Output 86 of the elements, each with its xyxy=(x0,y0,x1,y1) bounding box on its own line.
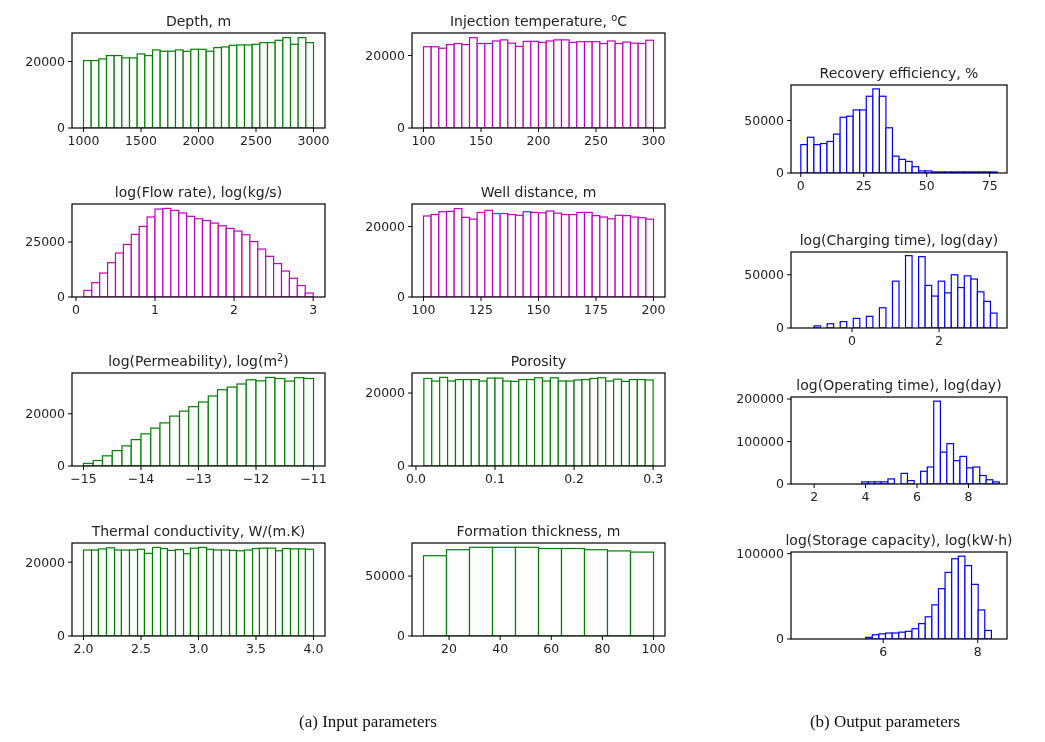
chart-title: log(Flow rate), log(kg/s) xyxy=(114,184,283,200)
y-tick-label: 0 xyxy=(397,458,406,474)
x-tick-label: 175 xyxy=(584,302,608,317)
x-tick-label: 3.5 xyxy=(246,641,266,656)
y-tick-label: 20000 xyxy=(25,53,66,69)
x-tick-label: 250 xyxy=(584,133,608,148)
chart-title: log(Operating time), log(day) xyxy=(796,377,1002,393)
y-tick-label: 0 xyxy=(57,289,66,305)
x-tick-label: 6 xyxy=(879,644,888,659)
x-tick-label: 3 xyxy=(309,302,318,317)
chart-title: Recovery efficiency, % xyxy=(819,65,979,81)
y-tick-label: 0 xyxy=(57,120,66,136)
x-tick-label: 8 xyxy=(964,489,973,504)
x-tick-label: −11 xyxy=(300,471,327,486)
x-tick-label: 2500 xyxy=(240,133,272,148)
y-tick-label: 200000 xyxy=(736,391,785,407)
y-tick-label: 0 xyxy=(776,320,785,336)
y-tick-label: 20000 xyxy=(25,554,66,570)
chart-title: log(Permeability), log(m$^{2}$) xyxy=(108,351,289,369)
x-tick-label: 100 xyxy=(411,133,436,148)
x-tick-label: 0 xyxy=(796,178,805,193)
x-tick-label: 4.0 xyxy=(303,641,324,656)
x-tick-label: 0.1 xyxy=(485,471,505,486)
x-tick-label: 2 xyxy=(935,333,944,348)
text: (a) Input parameters xyxy=(299,712,437,731)
x-tick-label: 0.0 xyxy=(406,471,426,486)
y-tick-label: 25000 xyxy=(25,234,66,250)
x-tick-label: −12 xyxy=(242,471,270,486)
x-tick-label: 2 xyxy=(810,489,819,504)
x-tick-label: 200 xyxy=(526,133,551,148)
x-tick-label: 0.2 xyxy=(564,471,585,486)
y-tick-label: 20000 xyxy=(25,406,66,422)
chart-title: Well distance, m xyxy=(480,184,597,200)
x-tick-label: 150 xyxy=(526,302,551,317)
y-tick-label: 0 xyxy=(57,458,66,474)
x-tick-label: 0.3 xyxy=(643,471,664,486)
y-tick-label: 0 xyxy=(397,120,406,136)
x-tick-label: −14 xyxy=(127,471,155,486)
x-tick-label: −13 xyxy=(185,471,212,486)
x-tick-label: 300 xyxy=(641,133,666,148)
x-tick-label: 1500 xyxy=(125,133,157,148)
x-tick-label: 20 xyxy=(441,641,458,656)
x-tick-label: 100 xyxy=(641,641,666,656)
x-tick-label: 80 xyxy=(594,641,611,656)
x-tick-label: 25 xyxy=(855,178,872,193)
text: (b) Output parameters xyxy=(809,712,961,731)
x-tick-label: 6 xyxy=(913,489,922,504)
y-tick-label: 50000 xyxy=(744,112,785,128)
x-tick-label: 150 xyxy=(469,133,493,148)
y-tick-label: 20000 xyxy=(365,47,406,63)
chart-title: Formation thickness, m xyxy=(456,523,621,539)
x-tick-label: 3000 xyxy=(297,133,330,148)
x-tick-label: 8 xyxy=(973,644,982,659)
chart-title: Depth, m xyxy=(165,13,232,29)
y-tick-label: 20000 xyxy=(365,385,406,401)
y-tick-label: 50000 xyxy=(365,568,406,584)
x-tick-label: 0 xyxy=(71,302,80,317)
y-tick-label: 0 xyxy=(57,628,66,644)
x-tick-label: 75 xyxy=(981,178,998,193)
x-tick-label: 125 xyxy=(469,302,493,317)
x-tick-label: 100 xyxy=(411,302,436,317)
chart-title: Injection temperature, $^{o}$C xyxy=(449,11,628,29)
chart-title: log(Charging time), log(day) xyxy=(799,232,999,248)
y-tick-label: 50000 xyxy=(744,267,785,283)
x-tick-label: 60 xyxy=(543,641,560,656)
y-tick-label: 0 xyxy=(397,628,406,644)
x-tick-label: 4 xyxy=(861,489,870,504)
x-tick-label: 1000 xyxy=(67,133,100,148)
y-tick-label: 100000 xyxy=(736,546,785,561)
x-tick-label: 2.5 xyxy=(131,641,151,656)
x-tick-label: 2000 xyxy=(182,133,215,148)
x-tick-label: 2 xyxy=(230,302,239,317)
x-tick-label: −15 xyxy=(70,471,97,486)
x-tick-label: 200 xyxy=(641,302,666,317)
x-tick-label: 1 xyxy=(151,302,159,317)
x-tick-label: 3.0 xyxy=(188,641,209,656)
y-tick-label: 0 xyxy=(397,289,406,305)
chart-title: Thermal conductivity, W/(m.K) xyxy=(90,523,306,539)
chart-title: log(Storage capacity), log(kW·h) xyxy=(785,532,1013,548)
x-tick-label: 2.0 xyxy=(73,641,94,656)
x-tick-label: 50 xyxy=(918,178,935,193)
y-tick-label: 0 xyxy=(776,165,785,181)
x-tick-label: 40 xyxy=(492,641,509,656)
chart-title: Porosity xyxy=(510,353,567,369)
y-tick-label: 20000 xyxy=(365,218,406,234)
y-tick-label: 100000 xyxy=(736,433,785,449)
